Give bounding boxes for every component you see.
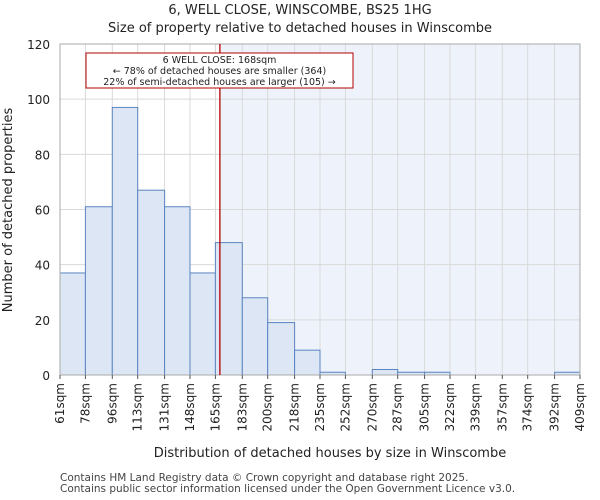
x-tick-label: 131sqm (158, 383, 172, 431)
x-tick-label: 148sqm (183, 383, 197, 431)
x-tick-label: 183sqm (235, 383, 249, 431)
x-tick-label: 61sqm (53, 383, 67, 424)
x-tick-label: 357sqm (495, 383, 509, 431)
x-tick-label: 218sqm (288, 383, 302, 431)
chart-title: 6, WELL CLOSE, WINSCOMBE, BS25 1HG (168, 3, 431, 18)
y-axis-title: Number of detached properties (1, 108, 16, 313)
annotation-box (85, 52, 354, 89)
histogram-bar (189, 272, 216, 376)
histogram-bar (111, 106, 139, 376)
annotation-line: 22% of semi-detached houses are larger (… (103, 77, 336, 88)
footer-licence: Contains public sector information licen… (60, 483, 516, 495)
x-tick-label: 339sqm (468, 383, 482, 431)
y-tick-label: 0 (42, 369, 50, 383)
y-tick-label: 60 (35, 204, 50, 218)
x-tick-label: 392sqm (548, 383, 562, 431)
annotation-line: 6 WELL CLOSE: 168sqm (163, 55, 277, 66)
x-tick-label: 322sqm (443, 383, 457, 431)
x-tick-label: 409sqm (573, 383, 587, 431)
histogram-bar (241, 297, 269, 376)
x-tick-label: 270sqm (365, 383, 379, 431)
x-tick-label: 113sqm (131, 383, 145, 431)
y-tick-label: 100 (27, 93, 50, 107)
x-tick-label: 252sqm (338, 383, 352, 431)
x-axis-title: Distribution of detached houses by size … (154, 446, 506, 461)
x-tick-label: 235sqm (313, 383, 327, 431)
x-tick-label: 374sqm (521, 383, 535, 431)
histogram-bar (294, 349, 321, 376)
histogram-bar (267, 322, 296, 376)
y-tick-label: 80 (35, 148, 50, 162)
histogram-bar (371, 368, 399, 376)
y-tick-label: 20 (35, 314, 50, 328)
x-tick-label: 165sqm (208, 383, 222, 431)
histogram-bar (137, 189, 166, 376)
x-tick-label: 96sqm (105, 383, 119, 424)
chart-subtitle: Size of property relative to detached ho… (108, 21, 492, 36)
histogram-bar (84, 206, 113, 376)
annotation-line: ← 78% of detached houses are smaller (36… (113, 66, 326, 77)
histogram-bar (59, 272, 86, 376)
x-tick-label: 78sqm (78, 383, 92, 424)
y-tick-label: 40 (35, 259, 50, 273)
x-tick-label: 305sqm (418, 383, 432, 431)
plot-area: 0 20 40 60 80 100 120 61sqm 78sqm 96sqm 113sqm 131s… (27, 38, 587, 431)
footer-copyright: Contains HM Land Registry data © Crown c… (60, 472, 469, 484)
histogram-bar (164, 206, 191, 376)
x-tick-label: 287sqm (391, 383, 405, 431)
y-tick-label: 120 (27, 38, 50, 52)
x-tick-label: 200sqm (261, 383, 275, 431)
